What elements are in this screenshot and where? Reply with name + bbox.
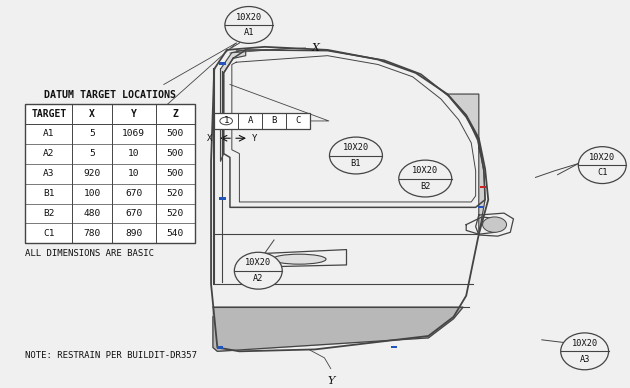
Ellipse shape [483,217,507,232]
Text: 5: 5 [89,149,95,158]
Text: 100: 100 [83,189,101,198]
Text: 920: 920 [83,169,101,178]
Text: 10: 10 [128,149,139,158]
Text: 500: 500 [166,129,184,138]
Text: A2: A2 [253,274,263,283]
Bar [214,113,310,129]
Ellipse shape [578,147,626,184]
Text: B1: B1 [351,159,361,168]
Text: A1: A1 [244,28,254,37]
Text: ALL DIMENSIONS ARE BASIC: ALL DIMENSIONS ARE BASIC [25,249,154,258]
Ellipse shape [234,252,282,289]
Text: 5: 5 [89,129,95,138]
Text: 10: 10 [128,169,139,178]
Text: A3: A3 [43,169,55,178]
Text: 480: 480 [83,209,101,218]
Text: 500: 500 [166,149,184,158]
Text: C1: C1 [43,229,55,238]
Bar [391,346,397,348]
Text: C1: C1 [597,168,607,177]
Text: 670: 670 [125,209,142,218]
Text: Y: Y [252,134,258,143]
Bar [219,62,226,64]
Text: 1069: 1069 [122,129,145,138]
Text: X: X [89,109,95,119]
Polygon shape [220,50,246,161]
Text: A1: A1 [43,129,55,138]
Text: Y: Y [130,109,137,119]
Text: B1: B1 [43,189,55,198]
Text: 670: 670 [125,189,142,198]
Bar [478,206,484,208]
Ellipse shape [561,333,609,370]
Text: 10X20: 10X20 [589,153,616,162]
Text: 1: 1 [224,116,229,125]
Text: 10X20: 10X20 [412,166,438,175]
Text: X: X [207,134,212,143]
Text: 520: 520 [166,209,184,218]
Text: 10X20: 10X20 [343,143,369,152]
Text: 500: 500 [166,169,184,178]
Text: 520: 520 [166,189,184,198]
Text: B2: B2 [43,209,55,218]
Ellipse shape [273,254,326,264]
Text: A2: A2 [43,149,55,158]
Polygon shape [447,94,485,234]
Text: 10X20: 10X20 [245,258,272,267]
Text: 10X20: 10X20 [236,13,262,22]
Text: A3: A3 [580,355,590,364]
Bar [217,346,223,349]
Bar [219,197,226,200]
Ellipse shape [399,160,452,197]
Text: C: C [295,116,301,125]
Text: NOTE: RESTRAIN PER BUILDIT-DR357: NOTE: RESTRAIN PER BUILDIT-DR357 [25,352,197,360]
Ellipse shape [225,7,273,43]
Text: Y: Y [327,376,335,386]
Bar [480,186,486,188]
Text: 890: 890 [125,229,142,238]
Ellipse shape [329,137,382,174]
Text: TARGET: TARGET [32,109,66,119]
Text: DATUM TARGET LOCATIONS: DATUM TARGET LOCATIONS [44,90,176,100]
Text: B: B [272,116,277,125]
Text: Z: Z [172,109,178,119]
Text: 10X20: 10X20 [571,339,598,348]
Text: 780: 780 [83,229,101,238]
Text: X: X [312,43,320,53]
Text: 540: 540 [166,229,184,238]
Text: B2: B2 [420,182,430,191]
Polygon shape [213,307,463,352]
Text: A: A [248,116,253,125]
Bar [25,104,195,243]
